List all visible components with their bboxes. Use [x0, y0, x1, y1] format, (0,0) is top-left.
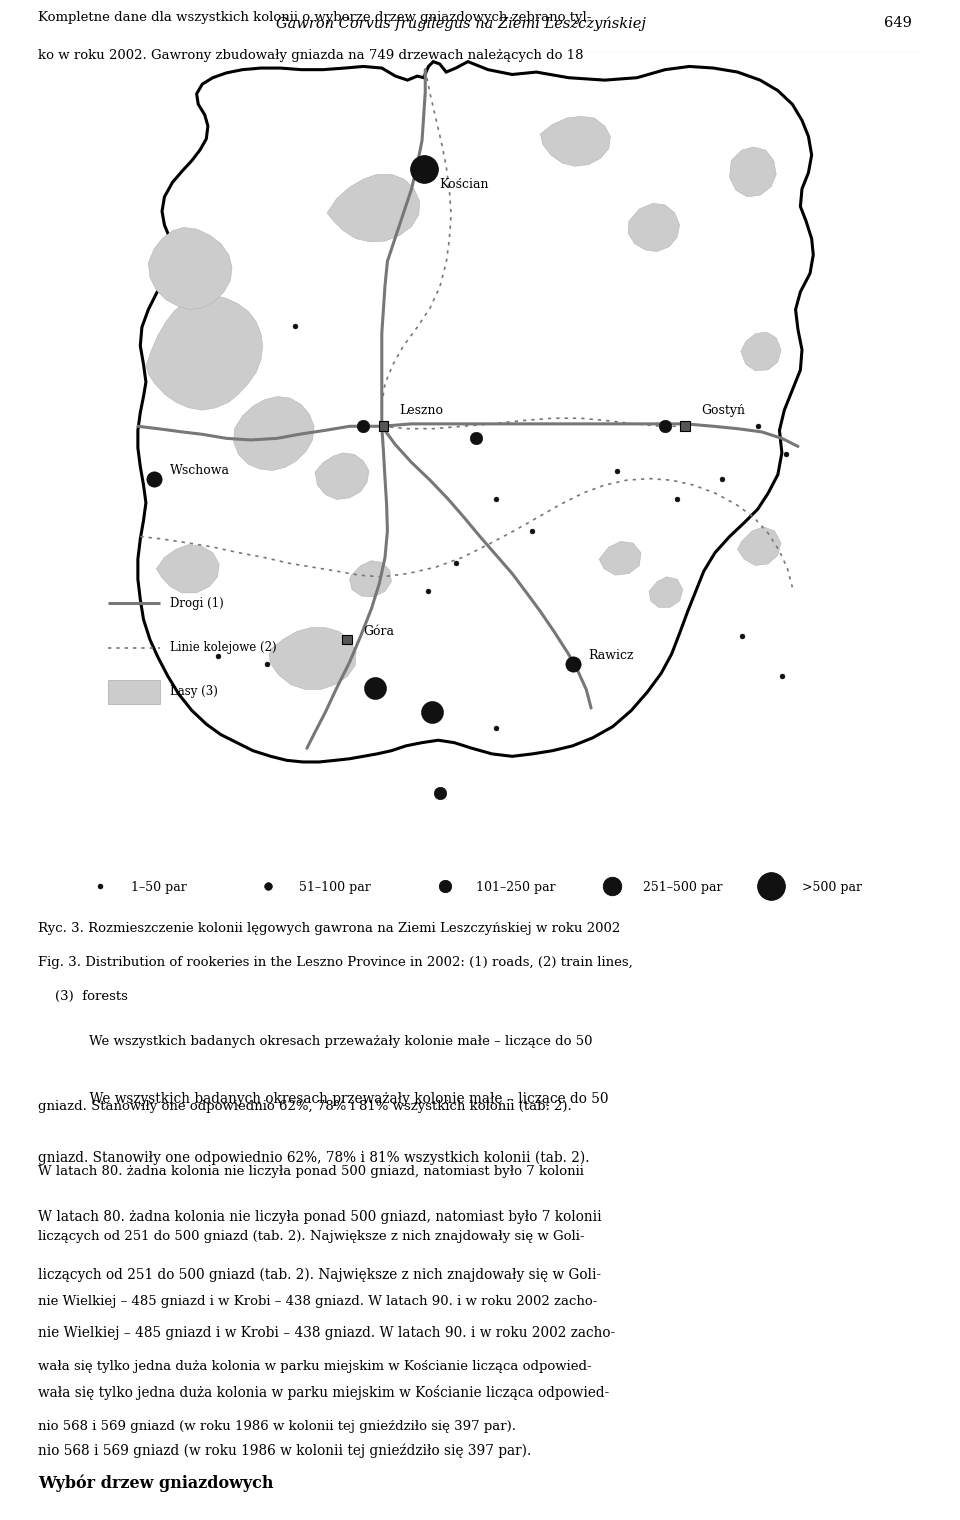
Point — [424, 699, 440, 724]
Point — [714, 467, 730, 491]
Text: 51–100 par: 51–100 par — [299, 880, 371, 894]
Polygon shape — [730, 147, 777, 198]
Point — [368, 676, 383, 701]
Polygon shape — [269, 628, 356, 690]
Point — [489, 486, 504, 511]
Point — [564, 652, 580, 676]
Text: W latach 80. żadna kolonia nie liczyła ponad 500 gniazd, natomiast było 7 koloni: W latach 80. żadna kolonia nie liczyła p… — [38, 1164, 585, 1178]
Polygon shape — [146, 295, 263, 410]
Bar — [378, 421, 388, 432]
Text: Gostyń: Gostyń — [702, 404, 745, 416]
Text: Kompletne dane dla wszystkich kolonii o wyborze drzew gniazdowych zebrano tyl-: Kompletne dane dla wszystkich kolonii o … — [38, 11, 591, 23]
Text: ko w roku 2002. Gawrony zbudowały gniazda na 749 drzewach należących do 18: ko w roku 2002. Gawrony zbudowały gniazd… — [38, 49, 584, 62]
Polygon shape — [138, 62, 813, 762]
Text: 251–500 par: 251–500 par — [643, 880, 723, 894]
Polygon shape — [628, 204, 680, 252]
Text: Rawicz: Rawicz — [588, 649, 635, 663]
Text: Wschowa: Wschowa — [170, 464, 230, 477]
Text: wała się tylko jedna duża kolonia w parku miejskim w Kościanie licząca odpowied-: wała się tylko jedna duża kolonia w park… — [38, 1385, 610, 1400]
Point — [774, 664, 789, 689]
Text: Linie kolejowe (2): Linie kolejowe (2) — [170, 641, 276, 654]
Point — [779, 442, 794, 467]
Point — [734, 623, 750, 648]
Text: We wszystkich badanych okresach przeważały kolonie małe – liczące do 50: We wszystkich badanych okresach przeważa… — [72, 1093, 609, 1107]
Text: Kościan: Kościan — [440, 178, 490, 192]
Text: Leszno: Leszno — [399, 404, 444, 416]
Point — [355, 413, 371, 438]
Text: nie Wielkiej – 485 gniazd i w Krobi – 438 gniazd. W latach 90. i w roku 2002 zac: nie Wielkiej – 485 gniazd i w Krobi – 43… — [38, 1295, 598, 1309]
Bar — [681, 421, 690, 432]
Point — [658, 413, 673, 438]
Point — [525, 518, 540, 543]
Point — [287, 313, 302, 337]
Polygon shape — [349, 561, 392, 597]
Point — [605, 874, 620, 898]
Polygon shape — [741, 331, 781, 371]
Text: 649: 649 — [884, 17, 912, 30]
Bar — [108, 679, 160, 704]
Text: >500 par: >500 par — [803, 880, 862, 894]
Point — [420, 579, 435, 603]
Text: We wszystkich badanych okresach przeważały kolonie małe – liczące do 50: We wszystkich badanych okresach przeważa… — [72, 1035, 592, 1047]
Point — [437, 874, 452, 898]
Text: gniazd. Stanowiły one odpowiednio 62%, 78% i 81% wszystkich kolonii (tab. 2).: gniazd. Stanowiły one odpowiednio 62%, 7… — [38, 1151, 589, 1166]
Polygon shape — [233, 397, 314, 471]
Point — [432, 780, 447, 804]
Text: W latach 80. żadna kolonia nie liczyła ponad 500 gniazd, natomiast było 7 koloni: W latach 80. żadna kolonia nie liczyła p… — [38, 1210, 602, 1224]
Text: nio 568 i 569 gniazd (w roku 1986 w kolonii tej gnieździło się 397 par).: nio 568 i 569 gniazd (w roku 1986 w kolo… — [38, 1420, 516, 1433]
Text: Gawron Corvus frugilegus na Ziemi Leszczyńskiej: Gawron Corvus frugilegus na Ziemi Leszcz… — [276, 17, 646, 30]
Point — [764, 874, 780, 898]
Point — [750, 413, 765, 438]
Text: liczących od 251 do 500 gniazd (tab. 2). Największe z nich znajdowały się w Goli: liczących od 251 do 500 gniazd (tab. 2).… — [38, 1268, 602, 1283]
Text: Drogi (1): Drogi (1) — [170, 597, 224, 610]
Point — [448, 550, 464, 575]
Point — [260, 874, 276, 898]
Polygon shape — [737, 527, 781, 565]
Polygon shape — [156, 544, 219, 593]
Point — [669, 486, 684, 511]
Polygon shape — [327, 175, 420, 242]
Polygon shape — [149, 228, 232, 310]
Point — [259, 652, 275, 676]
Point — [489, 716, 504, 740]
Text: 1–50 par: 1–50 par — [132, 880, 187, 894]
Point — [92, 874, 108, 898]
Point — [468, 426, 484, 450]
Polygon shape — [540, 117, 611, 166]
Text: (3)  forests: (3) forests — [38, 990, 129, 1003]
Polygon shape — [599, 541, 641, 575]
Text: Lasy (3): Lasy (3) — [170, 686, 218, 698]
Point — [146, 467, 161, 491]
Bar — [343, 635, 352, 644]
Point — [416, 157, 431, 181]
Text: nie Wielkiej – 485 gniazd i w Krobi – 438 gniazd. W latach 90. i w roku 2002 zac: nie Wielkiej – 485 gniazd i w Krobi – 43… — [38, 1327, 615, 1341]
Text: liczących od 251 do 500 gniazd (tab. 2). Największe z nich znajdowały się w Goli: liczących od 251 do 500 gniazd (tab. 2).… — [38, 1230, 585, 1243]
Point — [610, 459, 625, 483]
Text: wała się tylko jedna duża kolonia w parku miejskim w Kościanie licząca odpowied-: wała się tylko jedna duża kolonia w park… — [38, 1360, 592, 1373]
Polygon shape — [649, 576, 683, 608]
Text: Wybór drzew gniazdowych: Wybór drzew gniazdowych — [38, 1474, 274, 1493]
Text: nio 568 i 569 gniazd (w roku 1986 w kolonii tej gnieździło się 397 par).: nio 568 i 569 gniazd (w roku 1986 w kolo… — [38, 1444, 532, 1458]
Text: Ryc. 3. Rozmieszczenie kolonii lęgowych gawrona na Ziemi Leszczyńskiej w roku 20: Ryc. 3. Rozmieszczenie kolonii lęgowych … — [38, 921, 621, 935]
Text: 101–250 par: 101–250 par — [475, 880, 555, 894]
Text: gniazd. Stanowiły one odpowiednio 62%, 78% i 81% wszystkich kolonii (tab. 2).: gniazd. Stanowiły one odpowiednio 62%, 7… — [38, 1100, 572, 1113]
Point — [210, 643, 226, 667]
Text: Góra: Góra — [363, 625, 395, 638]
Text: Fig. 3. Distribution of rookeries in the Leszno Province in 2002: (1) roads, (2): Fig. 3. Distribution of rookeries in the… — [38, 956, 634, 970]
Polygon shape — [315, 453, 369, 500]
